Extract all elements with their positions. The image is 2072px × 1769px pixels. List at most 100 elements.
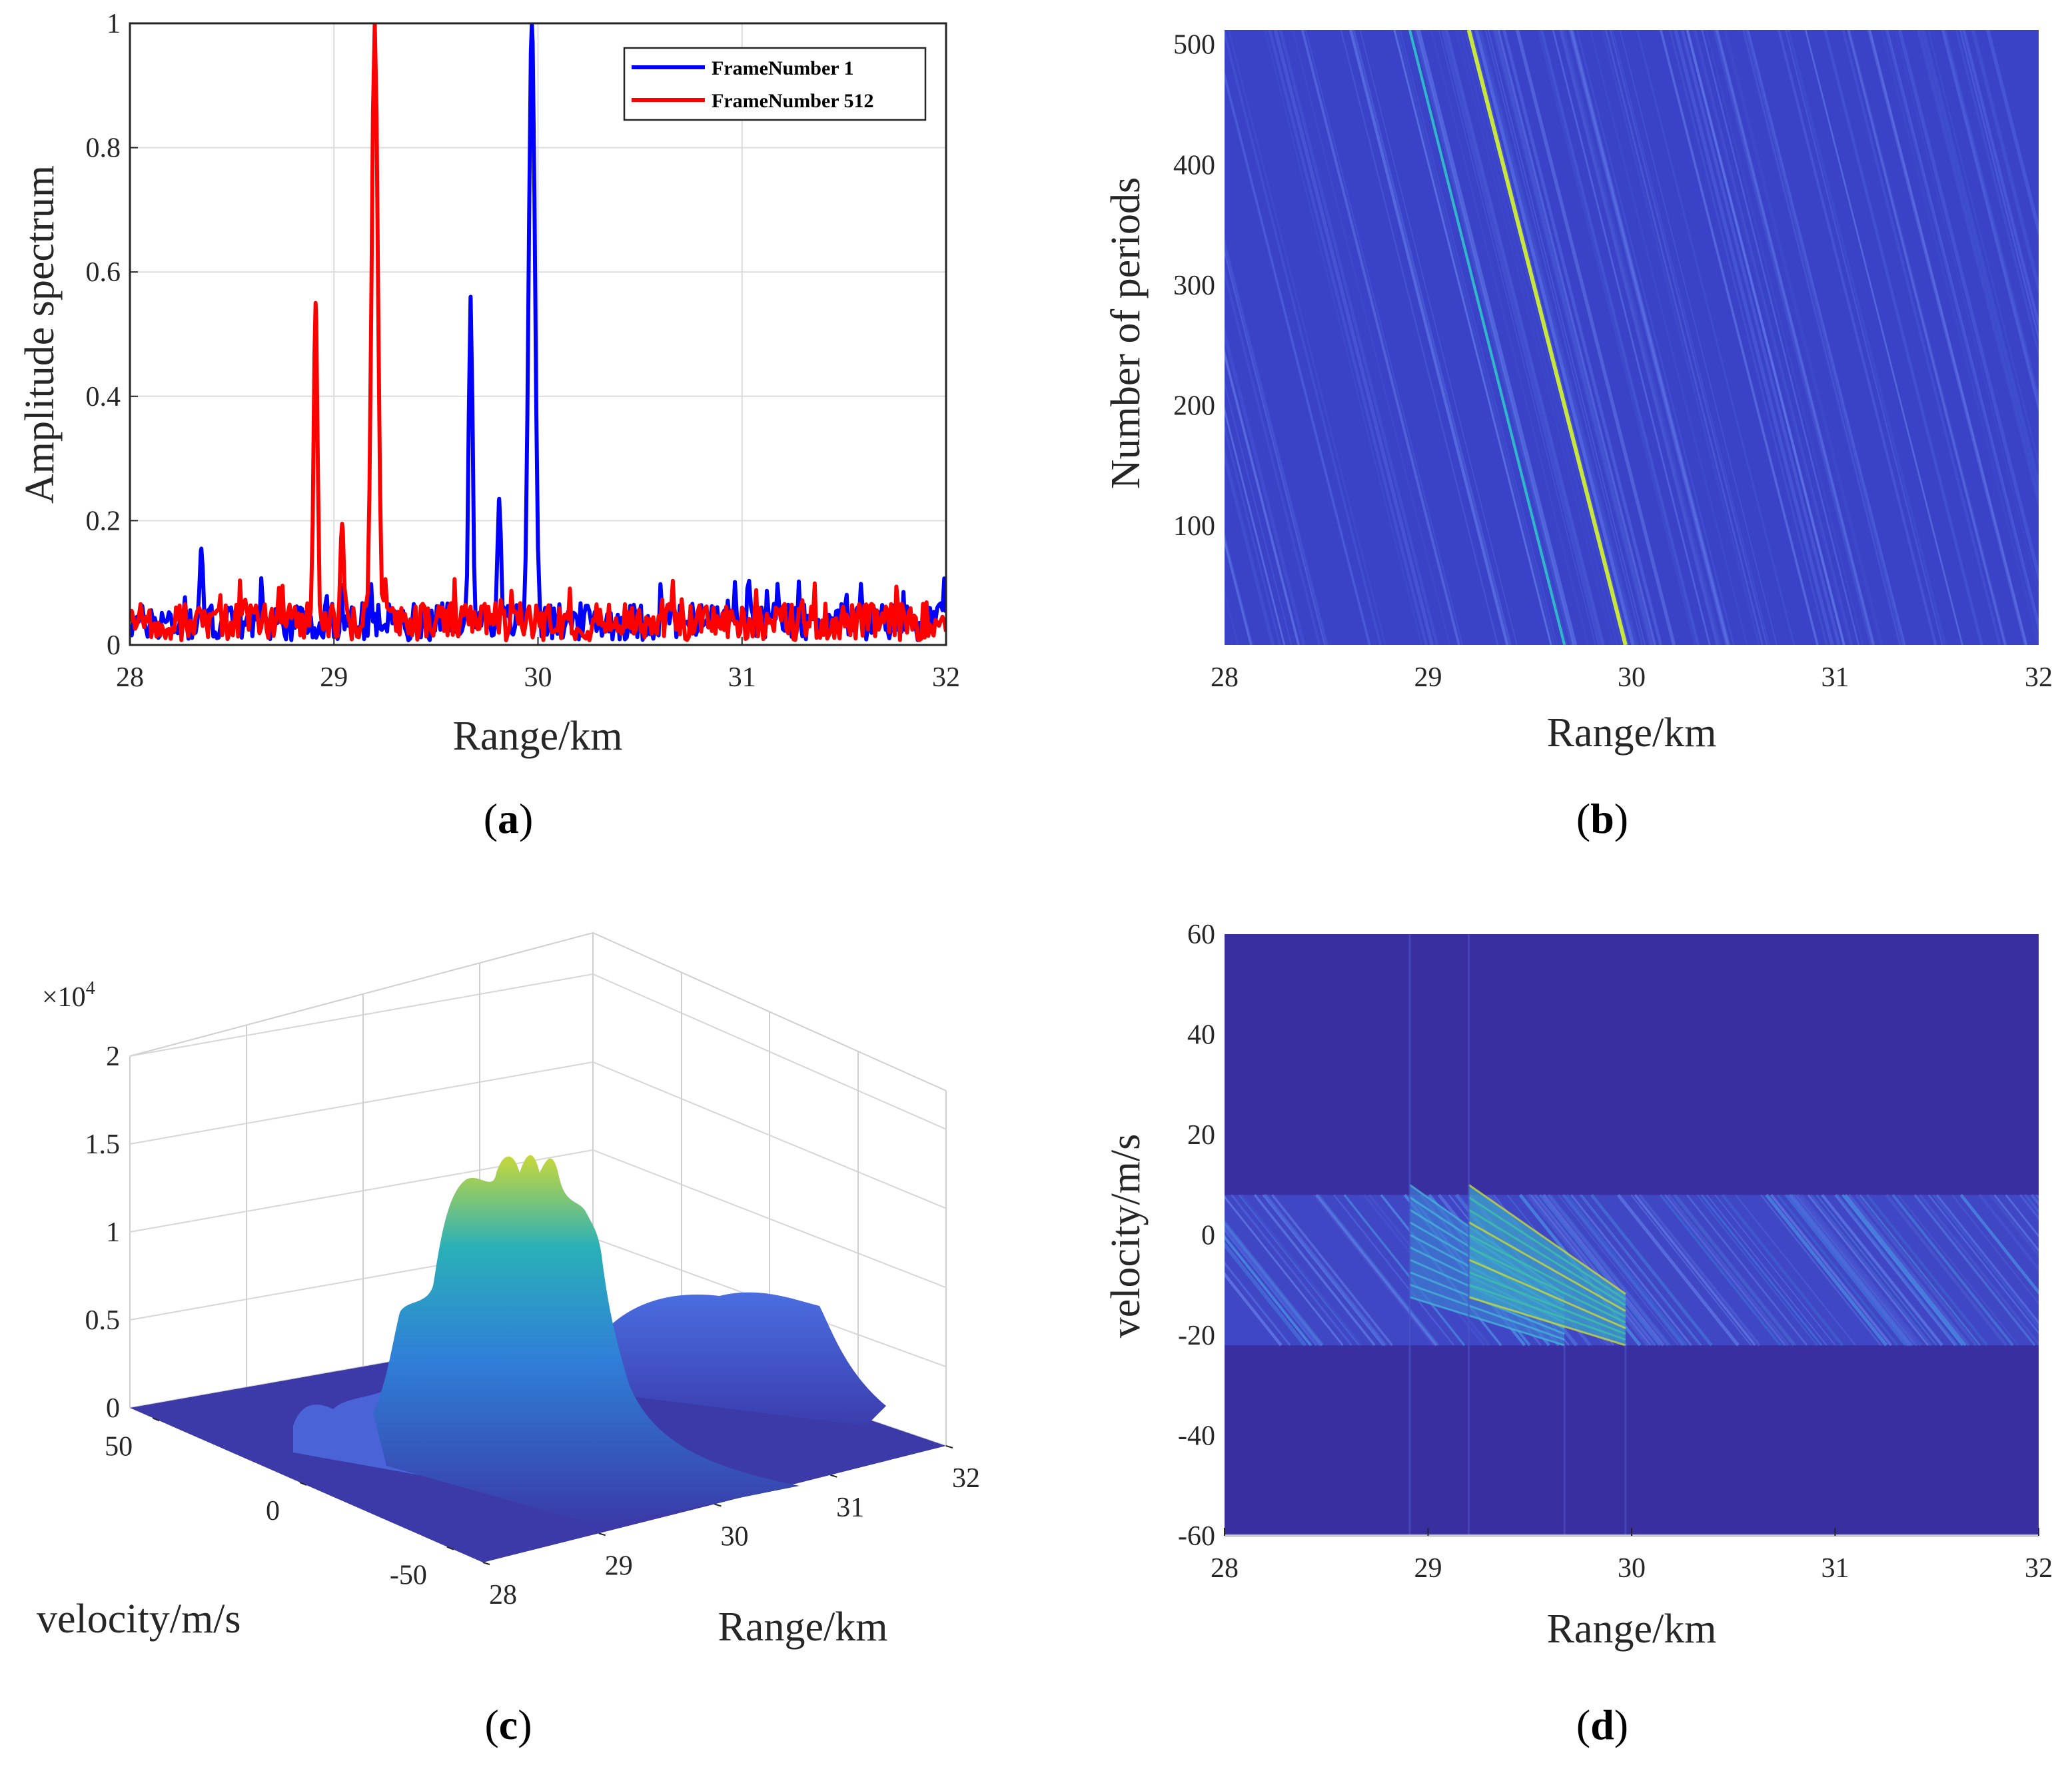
panel-d: 28 29 30 31 32 60 40 20 0 -20 -40 -60 Range/km velo… bbox=[1103, 919, 2072, 1748]
panel-d-ticks: 28 29 30 31 32 60 40 20 0 -20 -40 -60 bbox=[1178, 919, 2053, 1584]
panel-b-clutter-streak bbox=[1576, 30, 1735, 645]
panel-b-clutter-streak bbox=[1962, 30, 2039, 331]
panel-c-xtick-mark bbox=[829, 1474, 837, 1478]
panel-d-clutter-streak bbox=[1932, 1194, 2039, 1329]
panel-d-clutter-streak bbox=[1667, 1193, 1790, 1347]
panel-d-clutter-streak bbox=[1343, 1194, 1466, 1347]
panel-b-clutter-streak bbox=[961, 30, 1118, 645]
panel-b-clutter-streak bbox=[1612, 30, 1770, 645]
panel-a-ytick-label: 1 bbox=[107, 9, 121, 39]
panel-d-clutter-streak bbox=[1807, 1194, 1929, 1346]
panel-d-clutter-streak bbox=[1253, 1194, 1376, 1347]
panel-d-clutter-streak bbox=[1959, 1193, 2039, 1295]
panel-d-clutter-streak bbox=[1821, 1193, 1943, 1347]
panel-b-clutter-streak bbox=[1459, 30, 1619, 645]
panel-c-target-peaks bbox=[373, 1155, 799, 1526]
panel-d-clutter-streak bbox=[1885, 1193, 2008, 1347]
panel-b-clutter-streak bbox=[1225, 380, 1293, 645]
panel-c-ticks: 0 0.5 1 1.5 2 28 29 30 31 32 50 0 -50 bbox=[85, 1041, 981, 1610]
panel-b-clutter-streak bbox=[1747, 30, 1906, 645]
panel-b-clutter-streak bbox=[1745, 30, 1905, 645]
panel-d-clutter-streak bbox=[1538, 1194, 1661, 1347]
panel-b-clutter-streak bbox=[1959, 30, 2039, 342]
panel-d-clutter-streak bbox=[1581, 1194, 1702, 1346]
panel-d-clutter-streak bbox=[1663, 1194, 1786, 1347]
panel-d-clutter-streak bbox=[1792, 1193, 1915, 1347]
panel-d-clutter-streak bbox=[2035, 1194, 2039, 1199]
panel-c-ytick-mark bbox=[299, 1482, 307, 1486]
panel-b-clutter-streak bbox=[1945, 30, 2039, 398]
panel-d-clutter-streak bbox=[1561, 1193, 1684, 1347]
panel-d-ytick-label: -60 bbox=[1178, 1521, 1215, 1552]
panel-b-clutter-streak bbox=[1300, 30, 1460, 645]
panel-b-clutter-streak bbox=[1895, 30, 2039, 595]
panel-a-xtick-label: 31 bbox=[728, 662, 756, 693]
panel-b-clutter-streak bbox=[1601, 30, 1761, 645]
panel-b-clutter-streak bbox=[1785, 30, 1943, 645]
panel-d-clutter-streak bbox=[1836, 1194, 1958, 1347]
panel-b-clutter-streak bbox=[1430, 30, 1589, 645]
panel-d-xtick-label: 30 bbox=[1618, 1553, 1646, 1584]
panel-d-clutter-streak bbox=[1673, 1194, 1795, 1347]
panel-b-caption: (b) bbox=[1576, 795, 1628, 842]
panel-d-clutter-streak bbox=[1706, 1194, 1827, 1346]
panel-b-clutter-streak bbox=[1674, 30, 1834, 645]
panel-b-clutter-streak bbox=[1484, 30, 1644, 645]
panel-b-clutter-streak bbox=[1804, 30, 1963, 645]
panel-d-clutter-streak bbox=[1534, 1194, 1656, 1347]
panel-b-target-track-0 bbox=[1408, 30, 1566, 645]
panel-d-clutter-streak bbox=[1865, 1194, 1988, 1347]
panel-b-clutter-streak bbox=[1464, 30, 1622, 645]
panel-b-clutter-streak bbox=[1921, 30, 2039, 490]
panel-d-clutter-streak bbox=[2041, 1195, 2072, 1345]
panel-c-ytick-mark bbox=[446, 1546, 454, 1550]
panel-b-clutter-streak bbox=[959, 30, 1116, 645]
panel-c-ztick-label: 2 bbox=[106, 1041, 120, 1072]
panel-c-xtick-mark bbox=[598, 1532, 606, 1536]
panel-b-clutter-streak bbox=[1714, 30, 1875, 645]
panel-d-clutter-streak bbox=[1238, 1194, 1360, 1346]
panel-b-clutter-streak bbox=[1955, 30, 2039, 358]
panel-b-clutter-streak bbox=[1570, 30, 1730, 645]
panel-d-clutter-streak bbox=[1616, 1193, 1740, 1347]
panel-d-caption: (d) bbox=[1576, 1701, 1628, 1748]
panel-b-clutter-streak bbox=[1225, 243, 1327, 645]
panel-d-target-streak bbox=[1409, 1283, 1565, 1341]
panel-b-clutter-streak bbox=[947, 30, 1104, 645]
panel-b-clutter-streak bbox=[1787, 30, 1947, 645]
panel-a-xtick-label: 29 bbox=[320, 662, 348, 693]
panel-b-clutter-streak bbox=[1723, 30, 1883, 645]
panel-d-clutter-streak bbox=[1935, 1194, 2039, 1325]
panel-c-ztick-label: 0.5 bbox=[85, 1305, 121, 1336]
panel-c-xtick-label: 30 bbox=[721, 1522, 749, 1552]
panel-d-clutter-streak bbox=[1225, 1261, 1291, 1347]
panel-b-clutter-streak bbox=[1694, 30, 1853, 645]
panel-d-clutter-streak bbox=[1897, 1194, 2019, 1346]
panel-b-clutter-streak bbox=[1474, 30, 1635, 645]
panel-d-xtick-label: 28 bbox=[1211, 1553, 1239, 1584]
panel-b-clutter-streak bbox=[1444, 30, 1604, 645]
panel-d-clutter-streak bbox=[2066, 1195, 2072, 1345]
panel-c-xtick-label: 28 bbox=[489, 1580, 517, 1610]
panel-b-clutter-streak bbox=[1225, 73, 1370, 645]
panel-d-clutter-streak bbox=[1914, 1194, 2035, 1346]
panel-b-xlabel: Range/km bbox=[1547, 710, 1717, 756]
panel-c-xtick-label: 29 bbox=[605, 1550, 633, 1581]
panel-b-clutter-streak bbox=[1492, 30, 1653, 645]
panel-d-clutter-streak bbox=[1844, 1194, 1967, 1347]
panel-c-ytick-mark bbox=[152, 1417, 160, 1422]
panel-d-target-streak bbox=[1468, 1209, 1626, 1307]
panel-b-clutter-streak bbox=[1225, 348, 1300, 645]
panel-d-clutter-streak bbox=[1788, 1193, 1911, 1347]
panel-d-clutter-streak bbox=[1317, 1194, 1440, 1347]
panel-b-xtick-label: 29 bbox=[1414, 662, 1442, 693]
panel-d-target-region-1 bbox=[1468, 1185, 1626, 1346]
panel-d-clutter-streak bbox=[1810, 1194, 1932, 1347]
panel-b-ticks: 28 29 30 31 32 100 200 300 400 500 bbox=[1173, 30, 2053, 693]
panel-b-clutter-streak bbox=[1340, 30, 1499, 645]
panel-d-ytick-label: 60 bbox=[1187, 919, 1215, 950]
panel-b-clutter-streak bbox=[961, 30, 1117, 645]
panel-d-xlabel: Range/km bbox=[1547, 1606, 1717, 1652]
panel-d-targets bbox=[1408, 934, 1627, 1536]
panel-b-clutter-streak bbox=[1268, 30, 1428, 645]
